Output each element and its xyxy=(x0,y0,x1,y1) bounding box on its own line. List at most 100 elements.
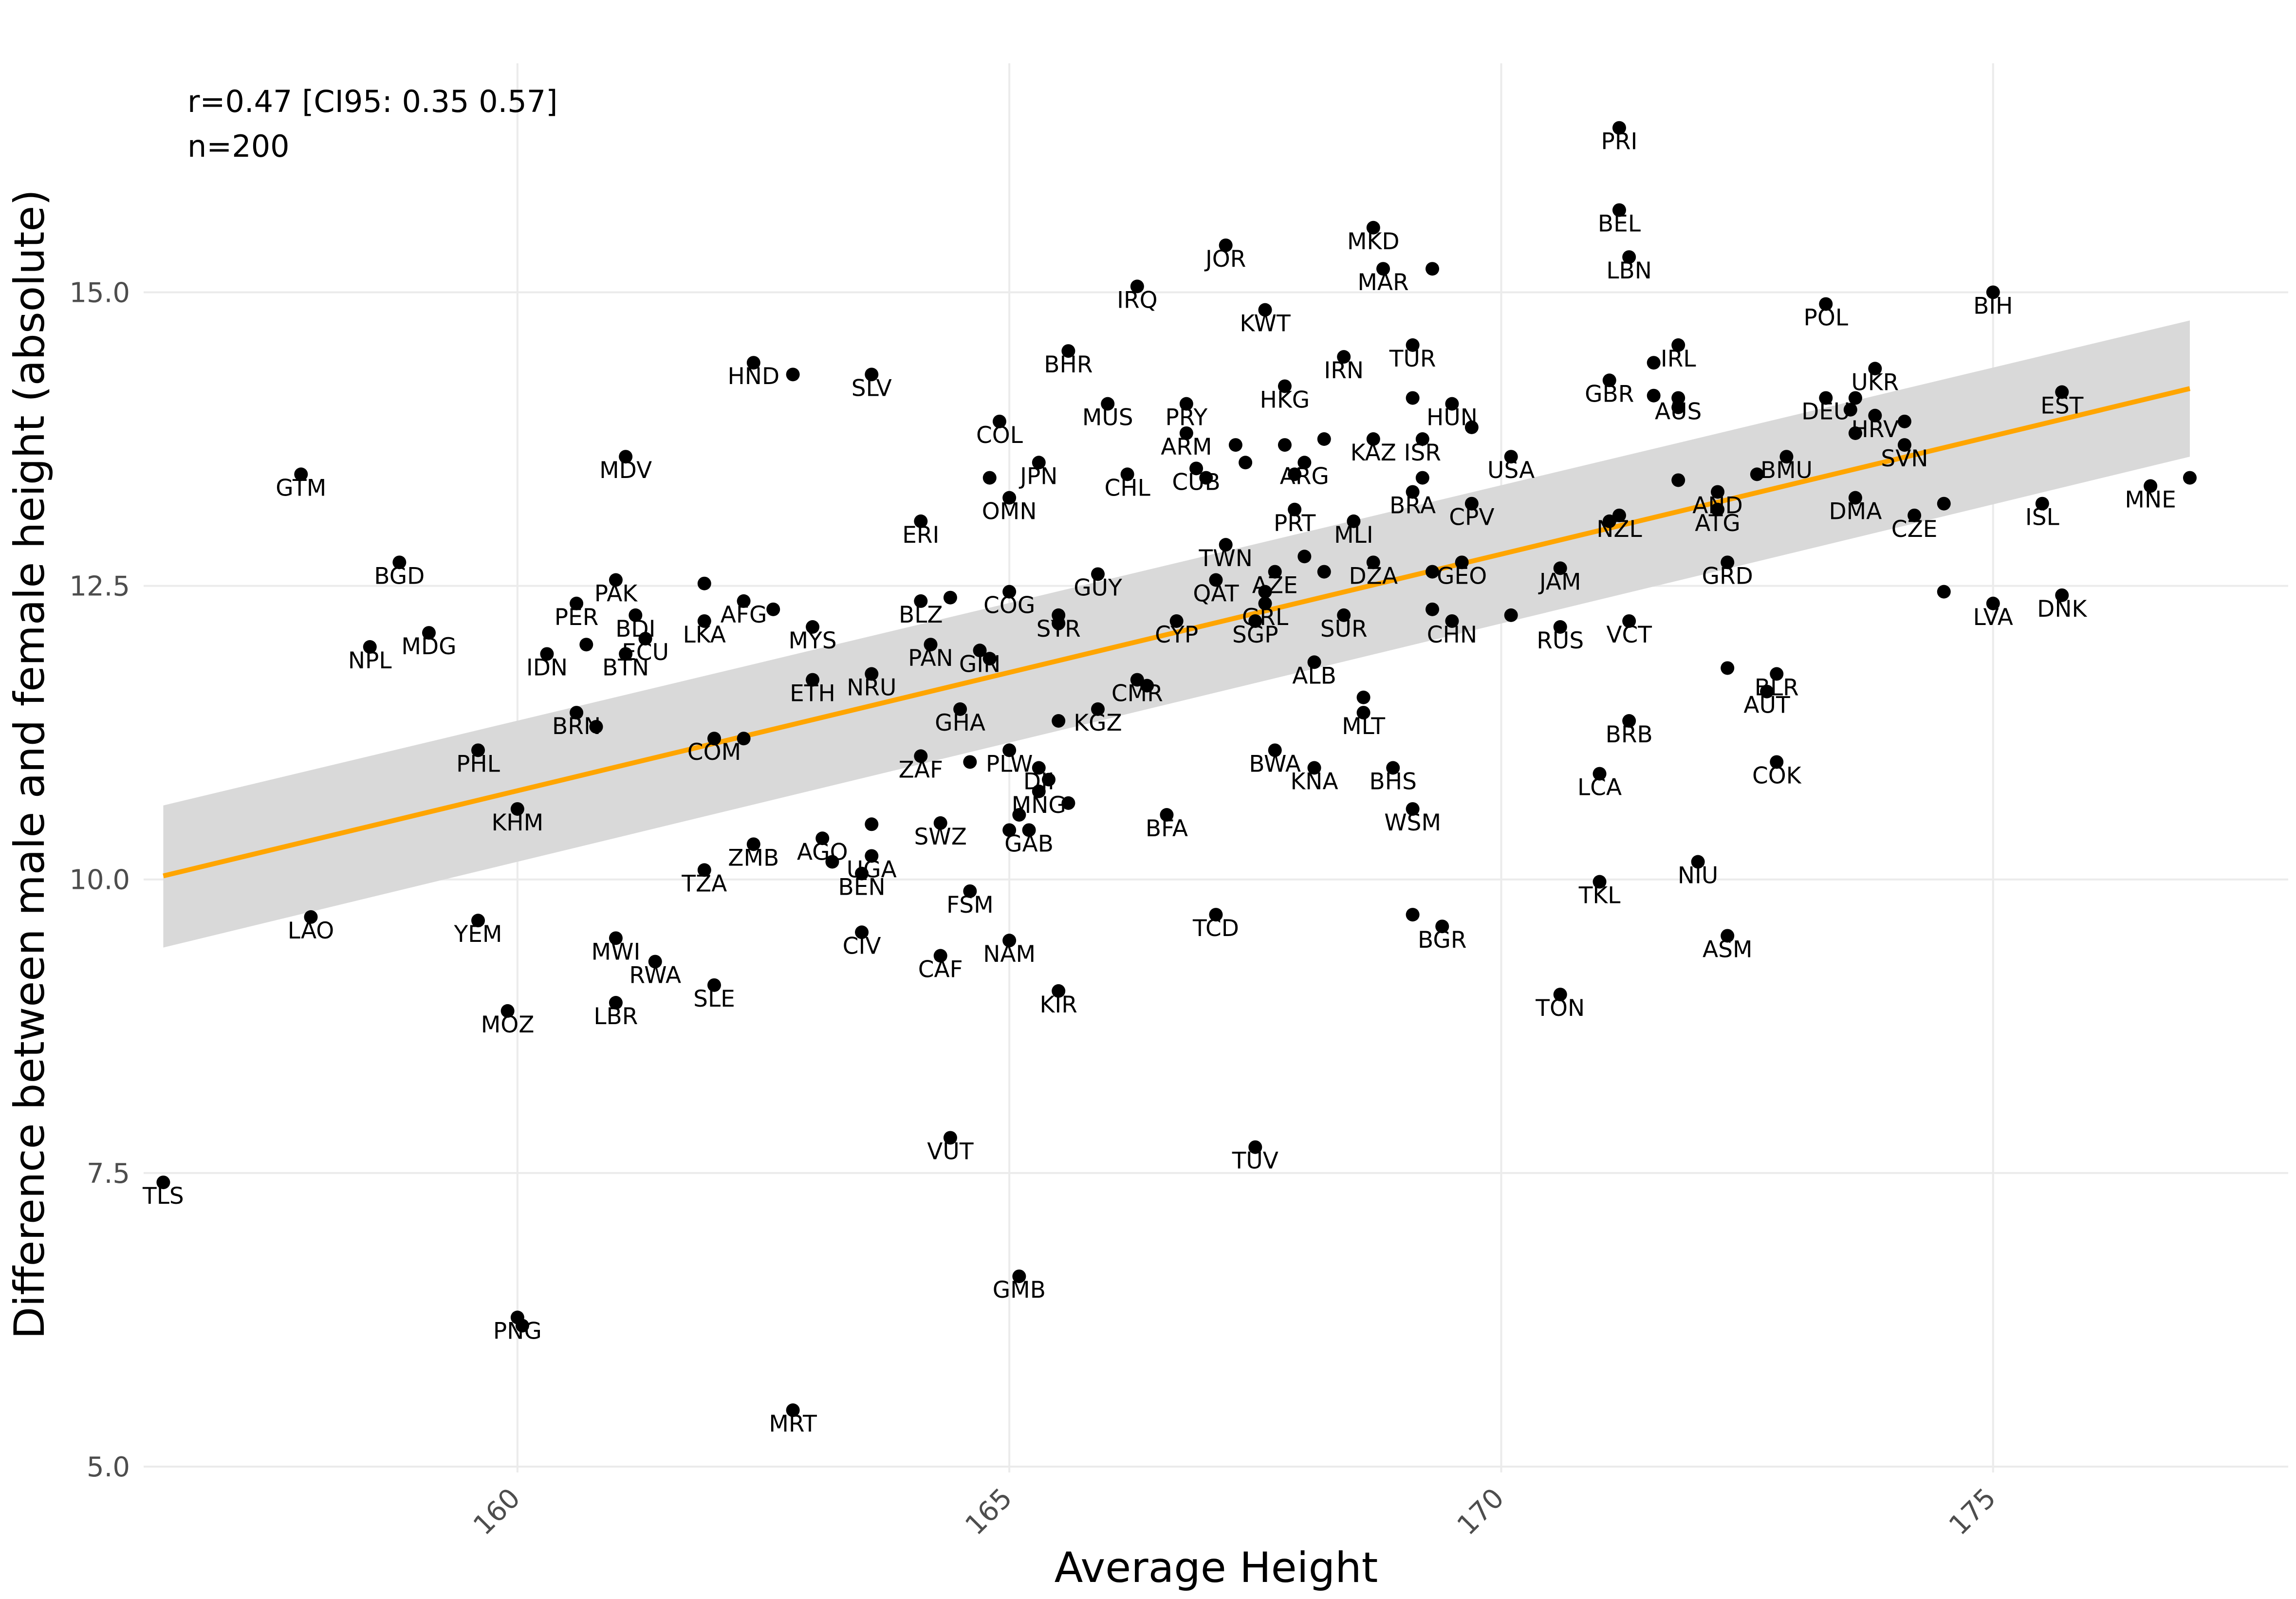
point-label: AUT xyxy=(1743,692,1790,719)
data-point xyxy=(1140,679,1154,693)
data-point xyxy=(1770,755,1784,769)
data-point xyxy=(1169,614,1184,628)
point-label: TCD xyxy=(1192,915,1239,942)
point-label: UGA xyxy=(847,856,897,883)
point-labels: PRI BEL LBN MKD MAR JOR IRQ KWT BIH POL TUR IRN HKG B… xyxy=(142,129,2176,1437)
data-point xyxy=(1647,356,1661,370)
point-label: HUN xyxy=(1426,404,1478,431)
y-tick-label: 15.0 xyxy=(69,277,130,309)
point-label: USA xyxy=(1487,457,1535,484)
regression-line xyxy=(163,386,2191,879)
point-label: COG xyxy=(983,592,1035,619)
point-label: MOZ xyxy=(481,1011,535,1038)
point-label: NZL xyxy=(1596,516,1642,543)
data-point xyxy=(1179,397,1193,411)
point-label: MLT xyxy=(1342,713,1385,740)
point-label: POL xyxy=(1804,305,1849,331)
data-point xyxy=(1248,1140,1262,1154)
data-point xyxy=(1721,661,1735,675)
point-label: CIV xyxy=(843,933,881,959)
point-label: GIN xyxy=(959,651,1000,678)
point-label: TON xyxy=(1535,995,1585,1022)
data-point xyxy=(609,573,623,587)
data-point xyxy=(1278,379,1292,393)
point-label: PNG xyxy=(493,1318,542,1345)
data-point xyxy=(1426,565,1440,579)
data-point xyxy=(766,602,780,616)
data-point xyxy=(1612,121,1626,135)
data-point xyxy=(1091,567,1105,581)
data-point xyxy=(1199,471,1213,485)
y-tick-label: 10.0 xyxy=(69,864,130,896)
data-point xyxy=(1455,555,1469,570)
data-point xyxy=(570,596,584,610)
data-point xyxy=(865,667,879,681)
data-point xyxy=(855,866,869,881)
data-point xyxy=(1711,485,1725,499)
point-label: NAM xyxy=(983,941,1036,968)
data-point xyxy=(1002,585,1017,599)
point-label: AGO xyxy=(797,839,848,865)
point-label: DMA xyxy=(1829,498,1882,525)
data-point xyxy=(1612,203,1626,217)
point-label: KAZ xyxy=(1351,440,1396,466)
data-point xyxy=(1317,565,1331,579)
point-label: QAT xyxy=(1193,581,1239,607)
point-label: LBR xyxy=(593,1003,638,1030)
data-point xyxy=(1278,438,1292,452)
point-label: BEN xyxy=(838,874,886,901)
data-point xyxy=(1750,467,1764,481)
point-label: GAB xyxy=(1004,830,1054,857)
data-point xyxy=(1130,673,1144,687)
point-label: CMR xyxy=(1111,680,1163,707)
data-point xyxy=(1553,988,1567,1002)
point-label: MWI xyxy=(591,938,640,965)
data-point xyxy=(1592,767,1607,781)
trend-line xyxy=(163,386,2191,879)
point-label: SWZ xyxy=(914,824,967,850)
point-label: LCA xyxy=(1577,774,1622,801)
point-label: BDI xyxy=(615,616,655,643)
point-label: ALB xyxy=(1292,662,1336,689)
data-point xyxy=(1592,875,1607,889)
point-label: DZA xyxy=(1349,563,1398,589)
point-label: TKL xyxy=(1578,882,1621,909)
data-point xyxy=(1052,616,1066,630)
point-label: BLR xyxy=(1755,675,1799,701)
point-label: PRI xyxy=(1601,129,1638,155)
data-point xyxy=(1937,585,1951,599)
data-point xyxy=(609,931,623,945)
point-label: BGD xyxy=(374,563,425,589)
point-label: LVA xyxy=(1973,604,2013,631)
x-tick-label: 165 xyxy=(959,1482,1018,1542)
data-point xyxy=(914,514,928,528)
point-label: DEU xyxy=(1801,399,1850,425)
data-point xyxy=(933,816,947,830)
data-point xyxy=(1897,414,1911,428)
data-point xyxy=(697,576,711,590)
data-point xyxy=(1721,929,1735,943)
data-point xyxy=(1779,450,1794,464)
data-point xyxy=(1317,432,1331,446)
data-point xyxy=(953,702,967,716)
point-label: PRY xyxy=(1166,404,1208,431)
data-point xyxy=(1032,784,1046,798)
point-label: SLE xyxy=(693,986,735,1012)
data-point xyxy=(1307,655,1321,669)
data-point xyxy=(1052,984,1066,998)
data-point xyxy=(1209,908,1223,922)
point-label: ECU xyxy=(622,639,669,666)
data-point xyxy=(737,732,751,746)
point-label: PHL xyxy=(456,751,500,777)
data-point xyxy=(914,594,928,608)
y-tick-label: 7.5 xyxy=(87,1158,130,1190)
data-point xyxy=(1671,391,1685,405)
data-point xyxy=(1130,279,1144,294)
data-point xyxy=(510,802,524,816)
point-label: BIH xyxy=(1973,293,2013,319)
point-label: NPL xyxy=(348,647,392,674)
data-point xyxy=(1297,456,1312,470)
point-label: NRU xyxy=(847,675,896,701)
point-label: AZE xyxy=(1252,572,1298,599)
point-label: MDG xyxy=(401,633,456,660)
